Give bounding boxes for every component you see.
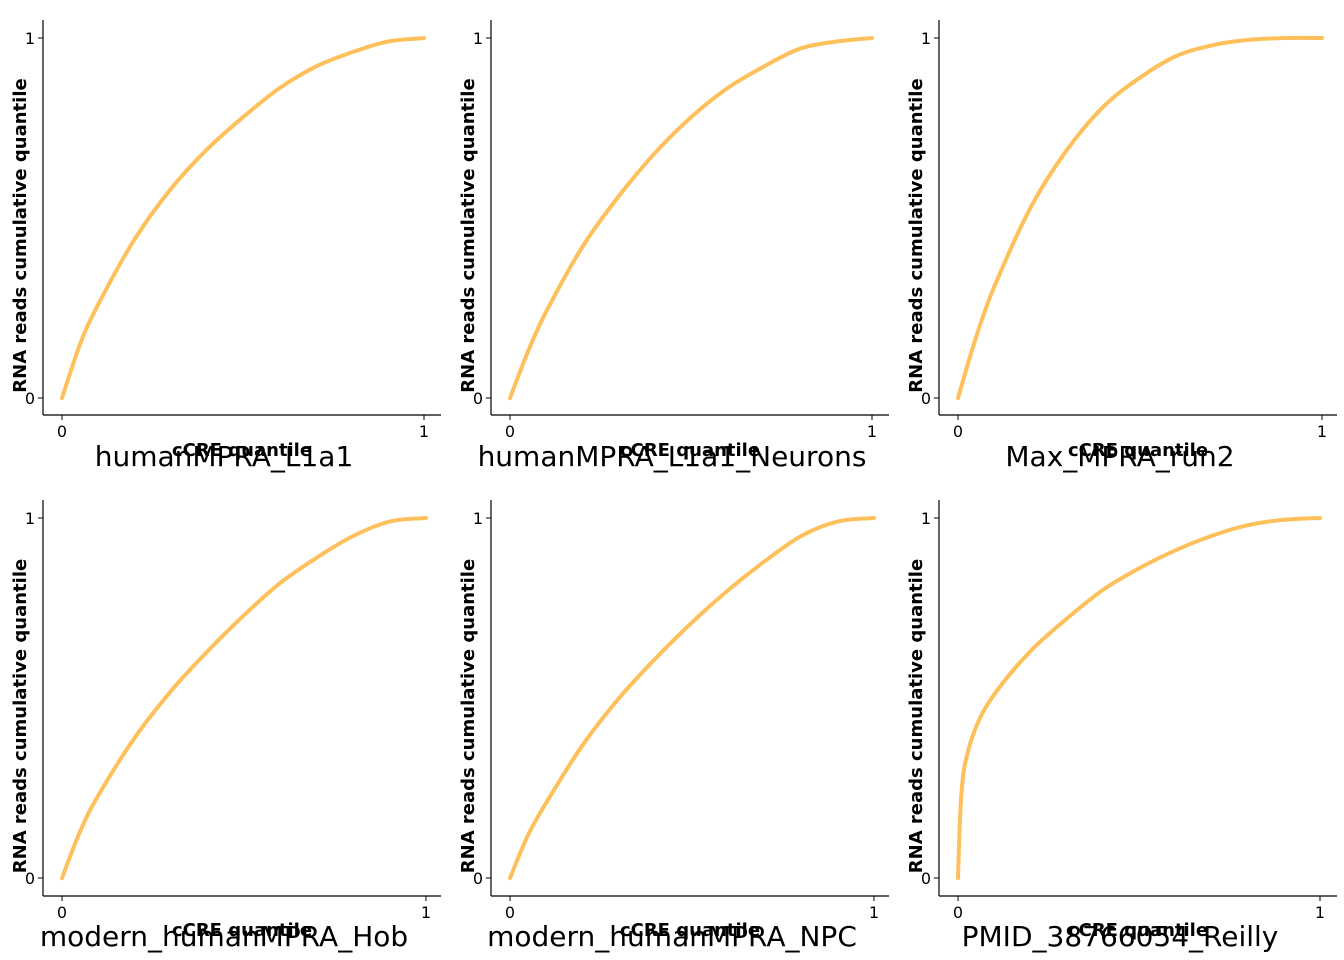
x-tick-label: 0 [953, 903, 963, 922]
x-tick-label: 1 [419, 422, 429, 441]
x-tick-label: 0 [505, 422, 515, 441]
x-tick-label: 1 [1315, 903, 1325, 922]
y-axis-label: RNA reads cumulative quantile [906, 559, 927, 873]
panel-1: 0 1 0 1 RNA reads cumulative quantile cCRE qu… [10, 20, 441, 473]
x-axis-label: cCRE quantile [620, 440, 760, 461]
y-tick-label: 1 [25, 509, 35, 528]
y-tick-label: 0 [25, 389, 35, 408]
x-tick-label: 1 [869, 903, 879, 922]
y-axis-label: RNA reads cumulative quantile [10, 559, 31, 873]
x-tick-label: 1 [1317, 422, 1327, 441]
y-axis-label: RNA reads cumulative quantile [458, 559, 479, 873]
y-tick-label: 0 [473, 869, 483, 888]
panel-4: 0 1 0 1 RNA reads cumulative quantile cCRE qu… [10, 500, 441, 953]
panel-title: modern_humanMPRA_Hob [40, 920, 408, 953]
panel-title: modern_humanMPRA_NPC [487, 920, 857, 953]
x-tick-label: 0 [505, 903, 515, 922]
y-axis-label: RNA reads cumulative quantile [906, 78, 927, 392]
panel-5: 0 1 0 1 RNA reads cumulative quantile cCRE qu… [458, 500, 889, 953]
y-tick-label: 0 [473, 389, 483, 408]
y-tick-label: 1 [921, 509, 931, 528]
cumulative-curve [508, 516, 876, 880]
cumulative-curve [956, 35, 1324, 400]
panel-2: 0 1 0 1 RNA reads cumulative quantile cCRE qu… [458, 20, 889, 473]
y-tick-label: 0 [25, 869, 35, 888]
x-tick-label: 0 [953, 422, 963, 441]
y-axis-label: RNA reads cumulative quantile [10, 78, 31, 392]
x-axis-label: cCRE quantile [1068, 440, 1208, 461]
y-tick-label: 0 [921, 869, 931, 888]
panel-title: Max_MPRA_run2 [1005, 440, 1234, 473]
x-axis-label: cCRE quantile [1068, 920, 1208, 941]
panel-title: humanMPRA_L1a1_Neurons [478, 440, 867, 473]
x-tick-label: 1 [867, 422, 877, 441]
x-axis-label: cCRE quantile [620, 920, 760, 941]
x-axis-label: cCRE quantile [172, 920, 312, 941]
y-axis-label: RNA reads cumulative quantile [458, 78, 479, 392]
y-tick-label: 1 [25, 29, 35, 48]
x-tick-label: 0 [57, 422, 67, 441]
x-tick-label: 1 [421, 903, 431, 922]
y-tick-label: 1 [473, 509, 483, 528]
x-tick-label: 0 [57, 903, 67, 922]
y-tick-label: 1 [921, 29, 931, 48]
x-axis-label: cCRE quantile [172, 440, 312, 461]
y-tick-label: 1 [473, 29, 483, 48]
cumulative-curve [60, 516, 428, 880]
panel-3: 0 1 0 1 RNA reads cumulative quantile cCRE qu… [906, 20, 1337, 473]
y-tick-label: 0 [921, 389, 931, 408]
panel-title: PMID_38766054_Reilly [962, 920, 1279, 953]
panel-title: humanMPRA_L1a1 [95, 440, 354, 473]
cumulative-curve [508, 36, 874, 400]
cumulative-curve [956, 516, 1322, 880]
cumulative-curve [60, 36, 426, 400]
panel-6: 0 1 0 1 RNA reads cumulative quantile cCRE qu… [906, 500, 1337, 953]
